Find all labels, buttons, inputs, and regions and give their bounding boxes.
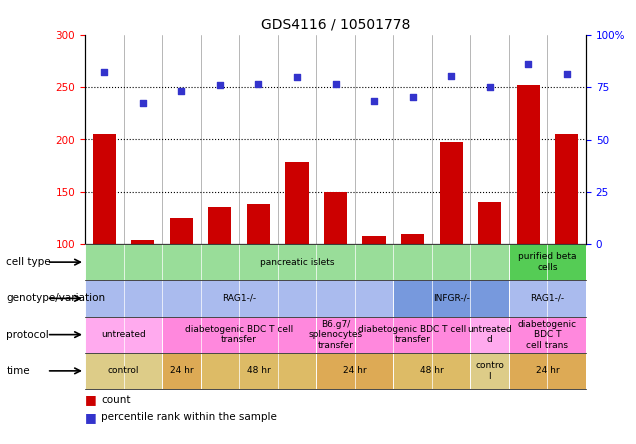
Point bbox=[408, 93, 418, 100]
Text: count: count bbox=[101, 395, 130, 404]
FancyBboxPatch shape bbox=[355, 317, 471, 353]
Point bbox=[331, 80, 341, 87]
Text: cell type: cell type bbox=[6, 257, 51, 267]
Text: 24 hr: 24 hr bbox=[536, 366, 559, 375]
Text: genotype/variation: genotype/variation bbox=[6, 293, 106, 303]
FancyBboxPatch shape bbox=[393, 280, 509, 317]
Text: diabetogenic BDC T cell
transfer: diabetogenic BDC T cell transfer bbox=[359, 325, 467, 345]
Point bbox=[176, 88, 186, 95]
Text: ■: ■ bbox=[85, 411, 97, 424]
Bar bbox=[324, 192, 347, 244]
Text: 48 hr: 48 hr bbox=[420, 366, 444, 375]
Title: GDS4116 / 10501778: GDS4116 / 10501778 bbox=[261, 17, 410, 31]
Text: diabetogenic BDC T cell
transfer: diabetogenic BDC T cell transfer bbox=[185, 325, 293, 345]
Text: control: control bbox=[107, 366, 139, 375]
Bar bbox=[247, 204, 270, 244]
Bar bbox=[170, 218, 193, 244]
FancyBboxPatch shape bbox=[85, 244, 509, 280]
Text: time: time bbox=[6, 366, 30, 376]
FancyBboxPatch shape bbox=[162, 353, 200, 389]
Text: B6.g7/
splenocytes
transfer: B6.g7/ splenocytes transfer bbox=[308, 320, 363, 349]
Point bbox=[292, 73, 302, 80]
Text: 24 hr: 24 hr bbox=[170, 366, 193, 375]
FancyBboxPatch shape bbox=[85, 280, 393, 317]
Bar bbox=[478, 202, 501, 244]
Text: untreated: untreated bbox=[101, 330, 146, 339]
FancyBboxPatch shape bbox=[85, 353, 162, 389]
Point bbox=[523, 61, 533, 68]
Text: pancreatic islets: pancreatic islets bbox=[259, 258, 334, 267]
Text: contro
l: contro l bbox=[475, 361, 504, 381]
Text: percentile rank within the sample: percentile rank within the sample bbox=[101, 412, 277, 422]
Text: 24 hr: 24 hr bbox=[343, 366, 366, 375]
Point bbox=[99, 68, 109, 75]
FancyBboxPatch shape bbox=[200, 353, 316, 389]
FancyBboxPatch shape bbox=[316, 353, 393, 389]
Point bbox=[446, 72, 456, 79]
Point bbox=[485, 84, 495, 91]
Text: purified beta
cells: purified beta cells bbox=[518, 253, 577, 272]
Text: ■: ■ bbox=[85, 393, 97, 406]
FancyBboxPatch shape bbox=[162, 317, 316, 353]
Bar bbox=[93, 134, 116, 244]
Text: INFGR-/-: INFGR-/- bbox=[432, 294, 469, 303]
Text: 48 hr: 48 hr bbox=[247, 366, 270, 375]
Text: RAG1-/-: RAG1-/- bbox=[222, 294, 256, 303]
Point bbox=[253, 80, 263, 87]
Bar bbox=[131, 240, 155, 244]
Text: protocol: protocol bbox=[6, 329, 49, 340]
FancyBboxPatch shape bbox=[471, 317, 509, 353]
Bar bbox=[401, 234, 424, 244]
Bar bbox=[286, 163, 308, 244]
Text: untreated
d: untreated d bbox=[467, 325, 512, 345]
Bar bbox=[209, 207, 232, 244]
Bar bbox=[363, 236, 385, 244]
FancyBboxPatch shape bbox=[509, 317, 586, 353]
FancyBboxPatch shape bbox=[85, 317, 162, 353]
FancyBboxPatch shape bbox=[509, 353, 586, 389]
Point bbox=[138, 99, 148, 107]
FancyBboxPatch shape bbox=[393, 353, 471, 389]
Text: diabetogenic
BDC T
cell trans: diabetogenic BDC T cell trans bbox=[518, 320, 577, 349]
Bar bbox=[555, 134, 578, 244]
Bar bbox=[439, 142, 462, 244]
Point bbox=[562, 70, 572, 77]
FancyBboxPatch shape bbox=[509, 244, 586, 280]
FancyBboxPatch shape bbox=[509, 280, 586, 317]
Point bbox=[369, 97, 379, 104]
FancyBboxPatch shape bbox=[316, 317, 355, 353]
FancyBboxPatch shape bbox=[471, 353, 509, 389]
Text: RAG1-/-: RAG1-/- bbox=[530, 294, 565, 303]
Bar bbox=[516, 85, 540, 244]
Point bbox=[215, 82, 225, 89]
